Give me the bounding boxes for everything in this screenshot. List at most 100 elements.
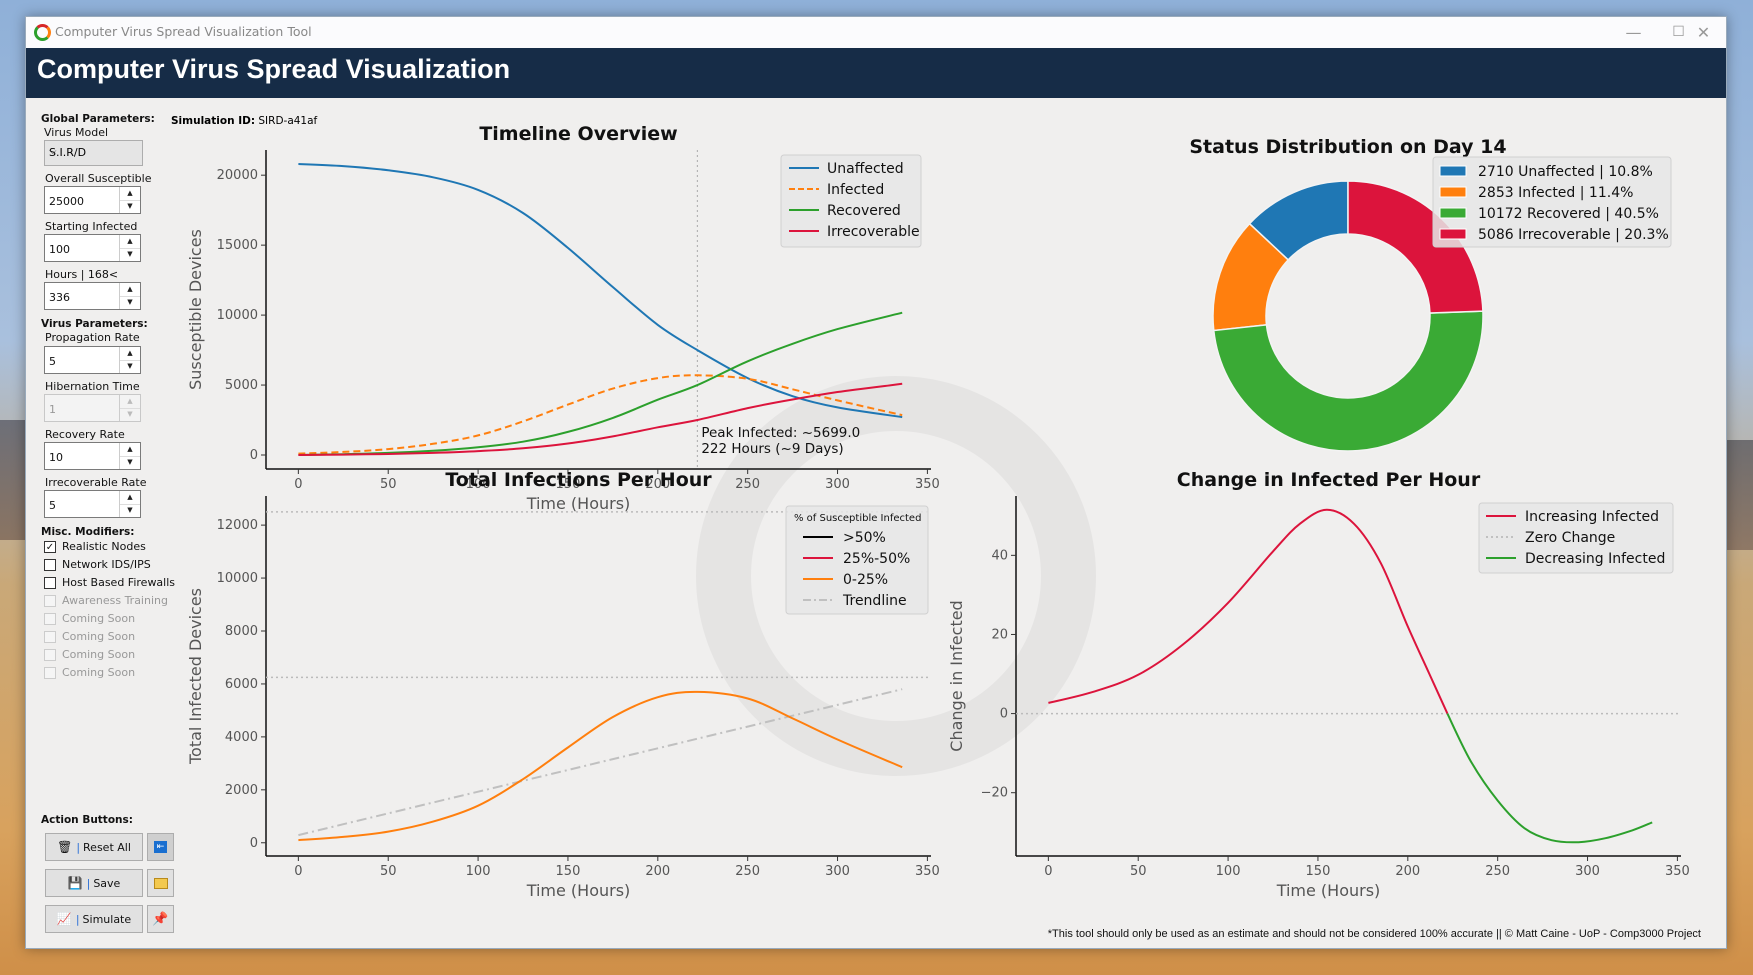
overall-susceptible-spinbox[interactable]: ▲▼ [44, 186, 141, 214]
increment-button[interactable]: ▲ [120, 187, 140, 201]
peak-annotation: Peak Infected: ~5699.0 [701, 425, 860, 441]
checkbox-box [44, 648, 56, 661]
decrement-button[interactable]: ▼ [127, 458, 133, 466]
decrement-button[interactable]: ▼ [127, 506, 133, 514]
decrement-button[interactable]: ▼ [127, 362, 133, 370]
floppy-disk-icon: 💾 [67, 876, 83, 890]
recovery-rate-label: Recovery Rate [45, 428, 125, 441]
minimize-button[interactable]: — [1611, 17, 1656, 48]
misc-modifiers-heading: Misc. Modifiers: [41, 526, 135, 538]
title-bar[interactable]: Computer Virus Spread Visualization Tool… [26, 17, 1726, 48]
legend-label: 25%-50% [843, 551, 910, 567]
virus-parameters-heading: Virus Parameters: [41, 318, 148, 330]
increment-button[interactable]: ▲ [120, 443, 140, 457]
legend-label: Zero Change [1525, 530, 1615, 546]
app-logo-icon [34, 24, 51, 41]
decrement-button: ▼ [127, 410, 133, 418]
propagation-rate-label: Propagation Rate [45, 331, 140, 344]
modifier-checkbox[interactable]: Host Based Firewalls [44, 576, 175, 589]
save-label: Save [93, 876, 121, 890]
increment-button[interactable]: ▲ [120, 491, 140, 505]
main-content: Global Parameters: Simulation ID: SIRD-a… [26, 98, 1726, 948]
increment-button[interactable]: ▲ [120, 235, 140, 249]
increment-button[interactable]: ▲ [120, 283, 140, 297]
action-buttons-heading: Action Buttons: [41, 814, 133, 826]
legend-label: Unaffected [827, 161, 904, 177]
irrecoverable-rate-spinbox[interactable]: ▲▼ [44, 490, 141, 518]
starting-infected-input[interactable] [47, 239, 121, 259]
simulation-id-label: Simulation ID: [171, 115, 256, 127]
x-tick-label: 200 [645, 864, 670, 879]
legend-label: >50% [843, 530, 886, 546]
series-line-infected [298, 374, 903, 455]
hours-label: Hours | 168< [45, 268, 119, 281]
chart-title: Total Infections Per Hour [445, 469, 712, 491]
checkbox-box [44, 666, 56, 679]
increment-button[interactable]: ▲ [120, 347, 140, 361]
x-tick-label: 50 [380, 477, 397, 492]
decrement-button[interactable]: ▼ [127, 298, 133, 306]
recovery-rate-spinbox[interactable]: ▲▼ [44, 442, 141, 470]
legend-swatch [1439, 165, 1467, 177]
page-title: Computer Virus Spread Visualization [37, 54, 511, 84]
decrement-button[interactable]: ▼ [127, 250, 133, 258]
starting-infected-label: Starting Infected [45, 220, 138, 233]
legend-label: 2710 Unaffected | 10.8% [1478, 164, 1653, 180]
chart-title: Status Distribution on Day 14 [1189, 136, 1506, 158]
back-button[interactable]: ⇤ [147, 833, 174, 861]
legend-label: Trendline [842, 593, 907, 609]
close-button[interactable]: ✕ [1681, 17, 1726, 48]
x-tick-label: 350 [915, 477, 940, 492]
virus-model-value: S.I.R/D [49, 146, 87, 159]
starting-infected-spinbox[interactable]: ▲▼ [44, 234, 141, 262]
x-tick-label: 100 [466, 864, 491, 879]
simulate-button[interactable]: 📈 | Simulate [45, 905, 143, 933]
y-tick-label: 4000 [225, 730, 258, 745]
irrecoverable-rate-input[interactable] [47, 495, 121, 515]
donut-slice-irrecoverable [1347, 180, 1484, 314]
y-axis-label: Susceptible Devices [186, 229, 205, 390]
reset-all-button[interactable]: 🗑 | Reset All [45, 833, 143, 861]
y-tick-label: 0 [1000, 707, 1008, 722]
open-folder-button[interactable] [147, 869, 174, 897]
recovery-rate-input[interactable] [47, 447, 121, 467]
x-tick-label: 250 [735, 477, 760, 492]
x-tick-label: 300 [825, 864, 850, 879]
decrement-button[interactable]: ▼ [127, 202, 133, 210]
virus-model-label: Virus Model [44, 126, 109, 139]
simulation-id: Simulation ID: SIRD-a41af [171, 115, 317, 127]
x-tick-label: 50 [1130, 864, 1147, 879]
hours-input[interactable] [47, 287, 121, 307]
save-button[interactable]: 💾 | Save [45, 869, 143, 897]
propagation-rate-spinbox[interactable]: ▲▼ [44, 346, 141, 374]
maximize-button[interactable]: ☐ [1656, 17, 1701, 48]
chart-icon: 📈 [56, 912, 72, 926]
y-tick-label: 10000 [217, 571, 258, 586]
donut-slice-recovered [1212, 310, 1484, 452]
x-tick-label: 250 [1485, 864, 1510, 879]
overall-susceptible-input[interactable] [47, 191, 121, 211]
pin-button[interactable]: 📌 [147, 905, 174, 933]
modifier-label: Coming Soon [62, 612, 136, 625]
virus-model-select[interactable]: S.I.R/D ⌵ [44, 140, 143, 166]
x-axis-label: Time (Hours) [526, 881, 631, 900]
legend-label: 2853 Infected | 11.4% [1478, 185, 1633, 201]
legend-title: % of Susceptible Infected [794, 513, 921, 524]
x-tick-label: 300 [825, 477, 850, 492]
x-tick-label: 300 [1575, 864, 1600, 879]
modifier-checkbox: Coming Soon [44, 666, 135, 679]
trash-icon: 🗑 [57, 840, 73, 854]
modifier-label: Realistic Nodes [62, 540, 146, 553]
hours-spinbox[interactable]: ▲▼ [44, 282, 141, 310]
legend-swatch [1439, 207, 1467, 219]
modifier-checkbox[interactable]: ✓ Realistic Nodes [44, 540, 146, 553]
simulation-id-value: SIRD-a41af [258, 115, 318, 127]
y-tick-label: 20 [991, 627, 1008, 642]
y-tick-label: 0 [250, 448, 258, 463]
x-axis-label: Time (Hours) [1276, 881, 1381, 900]
y-tick-label: 40 [991, 548, 1008, 563]
modifier-checkbox[interactable]: Network IDS/IPS [44, 558, 151, 571]
propagation-rate-input[interactable] [47, 351, 121, 371]
legend-label: Irrecoverable [827, 224, 920, 240]
chart-title: Change in Infected Per Hour [1177, 469, 1481, 491]
